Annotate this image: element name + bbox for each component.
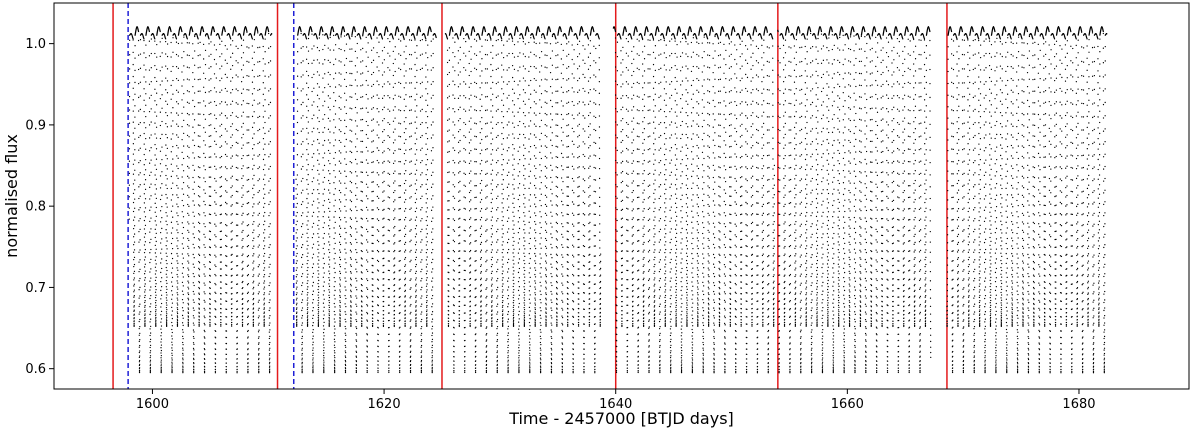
vertical-marker-lines [112,3,948,389]
x-tick-label-3: 1660 [831,397,864,412]
light-curve-segment-2 [444,26,602,374]
light-curve-segment-0 [128,26,273,374]
y-tick-label-3: 0.9 [25,118,46,133]
y-axis-label: normalised flux [2,134,21,258]
light-curve-segment-1 [295,26,437,374]
x-tick-label-0: 1600 [136,397,169,412]
light-curve-segment-3 [612,26,776,374]
y-tick-label-0: 0.6 [25,362,46,377]
light-curve-points [128,26,1108,374]
y-tick-label-2: 0.8 [25,200,46,215]
y-tick-label-1: 0.7 [25,281,46,296]
x-tick-label-2: 1640 [599,397,632,412]
y-axis-ticks: 0.6 0.7 0.8 0.9 1.0 [25,37,54,377]
light-curve-segment-5 [946,26,1108,374]
x-tick-label-4: 1680 [1062,397,1095,412]
light-curve-segment-4 [777,26,932,374]
y-tick-label-4: 1.0 [25,37,46,52]
plot-frame [53,2,1190,390]
x-axis-ticks: 1600 1620 1640 1660 1680 [136,389,1096,412]
x-tick-label-1: 1620 [368,397,401,412]
x-axis-label: Time - 2457000 [BTJD days] [508,409,734,428]
